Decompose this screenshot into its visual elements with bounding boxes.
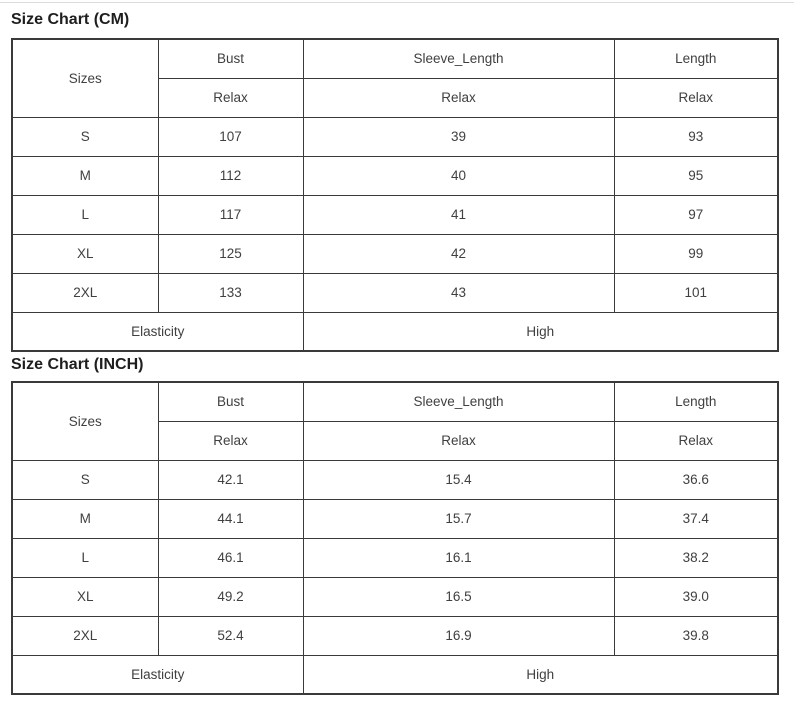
value-cell: 49.2 [157, 576, 304, 617]
top-divider-line [0, 2, 794, 3]
table-row: XL 49.2 16.5 39.0 [11, 576, 779, 617]
column-header-cell: Bust [157, 38, 304, 79]
value-cell: 117 [157, 194, 304, 235]
size-cell: S [11, 116, 159, 157]
value-cell: 42 [302, 233, 615, 274]
size-chart-inch-title: Size Chart (INCH) [11, 356, 144, 373]
sub-header-cell: Relax [302, 77, 615, 118]
elasticity-value-cell: High [302, 311, 779, 352]
table-subheader-row: Relax Relax Relax [12, 77, 779, 118]
sub-header-cell: Relax [613, 420, 779, 461]
value-cell: 15.7 [302, 498, 615, 539]
value-cell: 42.1 [157, 459, 304, 500]
size-chart-inch-table: Sizes Bust Sleeve_Length Length Relax Re… [11, 381, 779, 695]
column-header-cell: Length [613, 38, 779, 79]
sub-header-cell: Relax [157, 420, 304, 461]
value-cell: 41 [302, 194, 615, 235]
table-row: S 107 39 93 [11, 116, 779, 157]
size-chart-cm-table: Sizes Bust Sleeve_Length Length Relax Re… [11, 38, 779, 352]
size-chart-cm-title: Size Chart (CM) [11, 11, 130, 28]
table-subheader-row: Relax Relax Relax [12, 420, 779, 461]
table-row: 2XL 52.4 16.9 39.8 [11, 615, 779, 656]
table-header-row: Sizes Bust Sleeve_Length Length [11, 381, 779, 461]
value-cell: 43 [302, 272, 615, 313]
size-cell: XL [11, 233, 159, 274]
size-cell: M [11, 498, 159, 539]
corner-header-cell: Sizes [11, 381, 159, 461]
value-cell: 16.5 [302, 576, 615, 617]
size-cell: M [11, 155, 159, 196]
value-cell: 16.1 [302, 537, 615, 578]
size-cell: L [11, 537, 159, 578]
column-header-cell: Sleeve_Length [302, 38, 615, 79]
table-row: L 46.1 16.1 38.2 [11, 537, 779, 578]
value-cell: 107 [157, 116, 304, 157]
table-row: 2XL 133 43 101 [11, 272, 779, 313]
table-row: M 44.1 15.7 37.4 [11, 498, 779, 539]
value-cell: 125 [157, 233, 304, 274]
value-cell: 99 [613, 233, 779, 274]
value-cell: 39 [302, 116, 615, 157]
sub-header-cell: Relax [302, 420, 615, 461]
value-cell: 39.0 [613, 576, 779, 617]
column-header-cell: Sleeve_Length [302, 381, 615, 422]
value-cell: 39.8 [613, 615, 779, 656]
table-footer-row: Elasticity High [11, 311, 779, 352]
table-row: M 112 40 95 [11, 155, 779, 196]
size-cell: 2XL [11, 272, 159, 313]
value-cell: 15.4 [302, 459, 615, 500]
size-cell: XL [11, 576, 159, 617]
value-cell: 133 [157, 272, 304, 313]
value-cell: 16.9 [302, 615, 615, 656]
size-cell: L [11, 194, 159, 235]
sub-header-cell: Relax [157, 77, 304, 118]
value-cell: 95 [613, 155, 779, 196]
table-footer-row: Elasticity High [11, 654, 779, 695]
value-cell: 97 [613, 194, 779, 235]
elasticity-value-cell: High [302, 654, 779, 695]
value-cell: 112 [157, 155, 304, 196]
value-cell: 46.1 [157, 537, 304, 578]
table-row: S 42.1 15.4 36.6 [11, 459, 779, 500]
value-cell: 37.4 [613, 498, 779, 539]
value-cell: 52.4 [157, 615, 304, 656]
column-header-cell: Length [613, 381, 779, 422]
column-header-cell: Bust [157, 381, 304, 422]
value-cell: 38.2 [613, 537, 779, 578]
value-cell: 101 [613, 272, 779, 313]
value-cell: 44.1 [157, 498, 304, 539]
size-cell: 2XL [11, 615, 159, 656]
value-cell: 40 [302, 155, 615, 196]
elasticity-label-cell: Elasticity [11, 654, 304, 695]
value-cell: 36.6 [613, 459, 779, 500]
sub-header-cell: Relax [613, 77, 779, 118]
value-cell: 93 [613, 116, 779, 157]
size-cell: S [11, 459, 159, 500]
corner-header-cell: Sizes [11, 38, 159, 118]
table-row: XL 125 42 99 [11, 233, 779, 274]
table-row: L 117 41 97 [11, 194, 779, 235]
size-chart-section: Size Chart (CM) Sizes Bust Sleeve_Length… [0, 11, 794, 695]
table-header-row: Sizes Bust Sleeve_Length Length [11, 38, 779, 118]
elasticity-label-cell: Elasticity [11, 311, 304, 352]
